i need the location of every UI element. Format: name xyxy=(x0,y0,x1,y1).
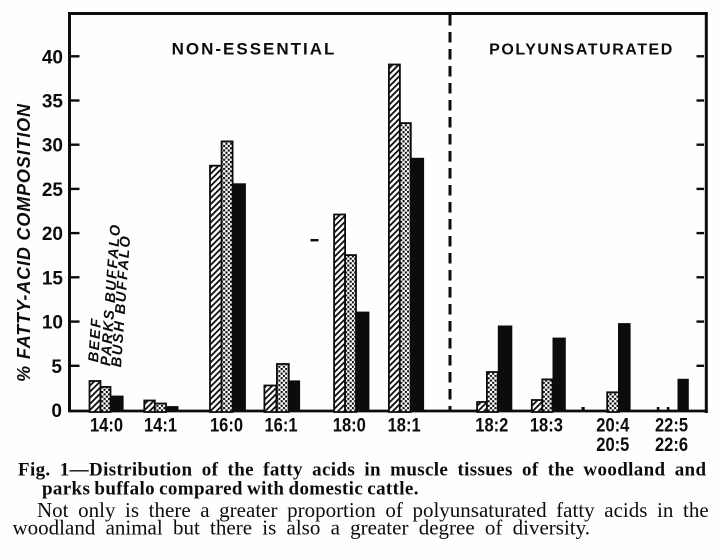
svg-text:20:5: 20:5 xyxy=(596,434,629,455)
svg-text:18:0: 18:0 xyxy=(333,414,366,435)
svg-text:20:4: 20:4 xyxy=(596,414,629,435)
svg-text:5: 5 xyxy=(51,357,62,378)
svg-text:25: 25 xyxy=(42,180,64,201)
svg-text:% FATTY-ACID COMPOSITION: % FATTY-ACID COMPOSITION xyxy=(14,103,34,382)
svg-text:NON-ESSENTIAL: NON-ESSENTIAL xyxy=(172,40,337,59)
svg-text:15: 15 xyxy=(42,269,64,290)
svg-text:Not only is there a greater pr: Not only is there a greater proportion o… xyxy=(37,498,709,522)
svg-text:22:5: 22:5 xyxy=(655,414,688,435)
svg-text:30: 30 xyxy=(42,136,63,157)
svg-text:0: 0 xyxy=(51,401,62,422)
svg-text:parks buffalo compared with do: parks buffalo compared with domestic cat… xyxy=(42,479,419,500)
svg-text:16:0: 16:0 xyxy=(210,414,243,435)
svg-text:14:0: 14:0 xyxy=(90,414,123,435)
svg-text:35: 35 xyxy=(42,92,64,113)
svg-text:20: 20 xyxy=(42,224,63,245)
svg-text:18:1: 18:1 xyxy=(388,414,421,435)
svg-text:16:1: 16:1 xyxy=(264,414,297,435)
svg-text:POLYUNSATURATED: POLYUNSATURATED xyxy=(489,42,674,59)
svg-text:Fig. 1—Distribution of the fat: Fig. 1—Distribution of the fatty acids i… xyxy=(18,460,706,481)
svg-text:14:1: 14:1 xyxy=(144,414,177,435)
svg-text:18:2: 18:2 xyxy=(475,414,508,435)
svg-text:40: 40 xyxy=(42,48,63,69)
svg-text:18:3: 18:3 xyxy=(530,414,563,435)
svg-text:BEEF: BEEF xyxy=(86,317,105,363)
svg-text:woodland animal but there is a: woodland animal but there is also a grea… xyxy=(13,516,591,540)
svg-text:10: 10 xyxy=(42,313,63,334)
svg-text:22:6: 22:6 xyxy=(655,434,688,455)
